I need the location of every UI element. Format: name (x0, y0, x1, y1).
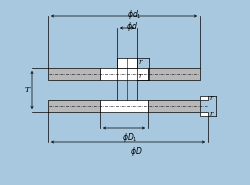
Text: r: r (138, 72, 142, 80)
Text: $\phi D_1$: $\phi D_1$ (122, 131, 138, 144)
Text: T: T (24, 86, 29, 94)
Text: $\phi d$: $\phi d$ (126, 19, 138, 33)
Bar (100, 100, 148, 112)
Bar (117, 58, 137, 68)
Text: $\phi D$: $\phi D$ (130, 145, 142, 158)
Bar (200, 96, 208, 100)
Bar (100, 68, 148, 80)
Bar (148, 68, 200, 80)
Text: r: r (209, 110, 213, 118)
Text: r: r (138, 58, 142, 66)
Bar (48, 100, 100, 112)
Text: $\phi d_1$: $\phi d_1$ (127, 8, 141, 21)
Bar (148, 100, 200, 112)
Bar (200, 112, 208, 116)
Bar (48, 68, 100, 80)
Text: r: r (209, 94, 213, 102)
